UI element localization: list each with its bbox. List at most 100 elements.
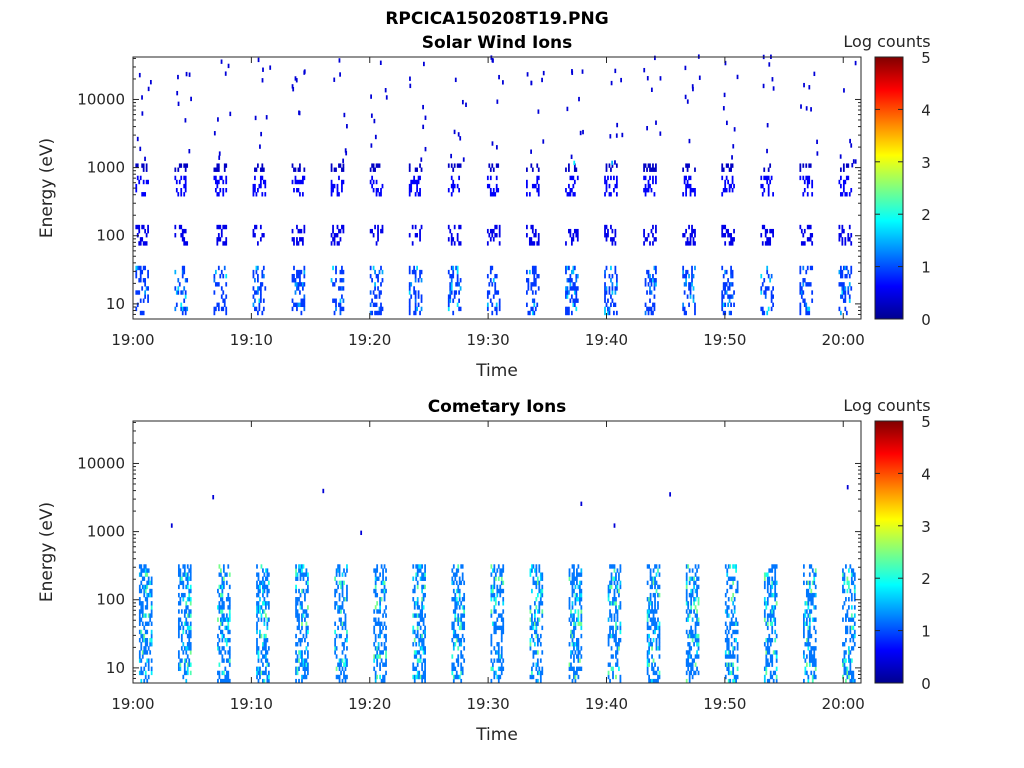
- heatmap-cell: [374, 588, 377, 594]
- heatmap-cell: [225, 306, 228, 312]
- heatmap-cell: [417, 302, 420, 308]
- heatmap-cell: [765, 646, 768, 651]
- heatmap-cell: [330, 188, 333, 193]
- heatmap-cell: [302, 658, 305, 663]
- heatmap-cell: [221, 646, 224, 651]
- heatmap-cell: [846, 674, 849, 680]
- heatmap-cell: [424, 564, 426, 569]
- heatmap-cell: [147, 662, 150, 667]
- heatmap-cell: [654, 678, 656, 684]
- heatmap-cell: [691, 588, 694, 594]
- heatmap-cell: [569, 233, 572, 238]
- heatmap-cell: [297, 302, 300, 308]
- heatmap-cell: [493, 625, 496, 631]
- heatmap-cell: [150, 588, 153, 594]
- heatmap-cell: [573, 192, 576, 197]
- heatmap-cell: [254, 306, 256, 312]
- heatmap-cell: [334, 601, 337, 606]
- heatmap-cell: [604, 233, 606, 238]
- heatmap-cell: [728, 188, 731, 193]
- heatmap-cell: [376, 609, 379, 614]
- heatmap-cell: [225, 310, 228, 316]
- heatmap-cell: [490, 658, 493, 663]
- heatmap-cell: [615, 183, 618, 189]
- heatmap-cell: [293, 167, 295, 172]
- heatmap-cell: [580, 580, 583, 586]
- heatmap-cell: [799, 224, 802, 230]
- heatmap-cell: [728, 183, 731, 189]
- heatmap-cell: [649, 592, 652, 598]
- heatmap-cell: [218, 637, 221, 643]
- heatmap-cell: [183, 670, 186, 676]
- heatmap-cell: [725, 269, 728, 275]
- heatmap-cell: [379, 633, 381, 639]
- heatmap-cell: [531, 568, 533, 573]
- heatmap-cell: [730, 617, 733, 622]
- heatmap-cell: [412, 625, 415, 631]
- heatmap-cell: [685, 282, 687, 287]
- heatmap-cell: [537, 175, 540, 181]
- heatmap-cell: [424, 146, 427, 152]
- heatmap-cell: [424, 568, 426, 573]
- heatmap-cell: [607, 310, 609, 316]
- heatmap-cell: [413, 584, 416, 590]
- heatmap-cell: [811, 654, 814, 659]
- heatmap-cell: [379, 625, 381, 631]
- heatmap-cell: [458, 241, 461, 246]
- heatmap-cell: [844, 294, 847, 299]
- heatmap-cell: [531, 306, 534, 312]
- heatmap-cell: [458, 163, 461, 168]
- heatmap-cell: [412, 564, 415, 569]
- heatmap-cell: [454, 601, 457, 606]
- heatmap-cell: [334, 637, 337, 643]
- heatmap-cell: [766, 237, 769, 242]
- heatmap-cell: [577, 674, 580, 680]
- heatmap-cell: [183, 666, 186, 672]
- heatmap-cell: [763, 601, 766, 606]
- heatmap-cell: [846, 485, 849, 490]
- heatmap-cell: [141, 621, 144, 626]
- heatmap-cell: [575, 228, 578, 234]
- heatmap-cell: [529, 617, 532, 622]
- heatmap-cell: [735, 637, 738, 643]
- heatmap-cell: [177, 564, 180, 569]
- heatmap-cell: [774, 670, 777, 676]
- heatmap-cell: [374, 605, 377, 610]
- heatmap-cell: [809, 237, 812, 242]
- heatmap-cell: [138, 601, 141, 606]
- heatmap-cell: [189, 588, 192, 594]
- heatmap-cell: [346, 588, 348, 594]
- heatmap-cell: [570, 633, 572, 639]
- heatmap-cell: [188, 646, 191, 651]
- heatmap-cell: [261, 163, 264, 168]
- heatmap-cell: [655, 621, 658, 626]
- heatmap-cell: [685, 617, 688, 622]
- heatmap-cell: [144, 156, 146, 162]
- heatmap-cell: [264, 613, 267, 618]
- heatmap-cell: [688, 282, 690, 287]
- heatmap-cell: [344, 148, 347, 153]
- heatmap-cell: [221, 576, 224, 581]
- heatmap-cell: [220, 617, 222, 622]
- heatmap-cell: [687, 666, 690, 672]
- heatmap-cell: [768, 592, 771, 598]
- heatmap-cell: [811, 241, 814, 246]
- heatmap-cell: [182, 625, 185, 631]
- x-tick-label: 19:00: [111, 695, 154, 713]
- heatmap-cell: [304, 597, 306, 602]
- heatmap-cell: [380, 588, 383, 594]
- heatmap-cell: [570, 613, 572, 618]
- heatmap-cell: [179, 666, 182, 672]
- heatmap-cell: [767, 192, 770, 197]
- heatmap-cell: [526, 302, 528, 308]
- heatmap-cell: [853, 633, 856, 639]
- heatmap-cell: [494, 572, 497, 577]
- heatmap-cell: [189, 625, 192, 631]
- heatmap-cell: [528, 237, 531, 242]
- heatmap-cell: [580, 625, 583, 631]
- heatmap-cell: [463, 609, 466, 614]
- heatmap-cell: [772, 233, 774, 238]
- heatmap-cell: [454, 609, 457, 614]
- heatmap-cell: [414, 310, 417, 316]
